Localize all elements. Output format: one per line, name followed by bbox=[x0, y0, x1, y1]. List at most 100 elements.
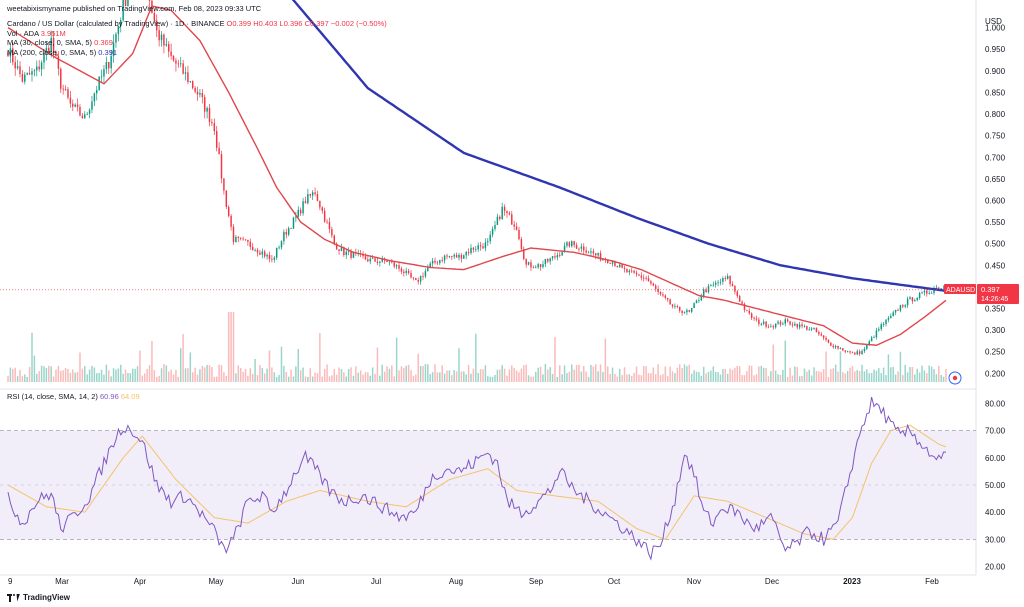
candle-body bbox=[417, 280, 419, 282]
candle-body bbox=[422, 275, 424, 277]
candle-body bbox=[527, 262, 530, 265]
candle-body bbox=[393, 262, 395, 267]
volume-bar bbox=[163, 364, 165, 382]
symbol-title[interactable]: Cardano / US Dollar (calculated by Tradi… bbox=[7, 19, 225, 28]
volume-bar bbox=[513, 367, 515, 382]
candle-body bbox=[789, 321, 791, 325]
candle-body bbox=[225, 190, 228, 207]
volume-bar bbox=[187, 368, 189, 382]
volume-bar bbox=[892, 367, 894, 382]
ohlc-close: C0.397 bbox=[304, 19, 329, 28]
candle-body bbox=[415, 278, 417, 281]
volume-bar bbox=[770, 371, 772, 382]
candle-body bbox=[381, 258, 383, 262]
volume-bar bbox=[141, 375, 144, 382]
candle-body bbox=[434, 260, 436, 263]
price-axis-unit: USD bbox=[985, 17, 1002, 26]
time-tick-label: 2023 bbox=[843, 577, 861, 586]
candle-body bbox=[511, 214, 513, 225]
rsi-tick-label: 40.00 bbox=[985, 508, 1006, 517]
volume-bar bbox=[784, 340, 787, 382]
candle-body bbox=[458, 254, 460, 258]
volume-bar bbox=[331, 375, 333, 382]
volume-bar bbox=[669, 366, 671, 382]
candle-body bbox=[760, 323, 763, 325]
rsi-label[interactable]: RSI (14, close, SMA, 14, 2) bbox=[7, 392, 98, 401]
price-tick-label: 0.600 bbox=[985, 196, 1006, 205]
candle-body bbox=[86, 113, 88, 115]
volume-bar bbox=[916, 368, 918, 382]
candle-body bbox=[328, 222, 331, 230]
candle-body bbox=[76, 104, 79, 107]
volume-bar bbox=[345, 376, 347, 382]
volume-bar bbox=[453, 370, 455, 382]
volume-value: 3.951M bbox=[40, 28, 66, 38]
footer-brand[interactable]: TradingView bbox=[7, 593, 70, 602]
candle-body bbox=[784, 319, 787, 324]
volume-bar bbox=[122, 373, 124, 382]
volume-bar bbox=[391, 365, 393, 382]
volume-bar bbox=[160, 368, 163, 382]
candle-body bbox=[297, 209, 300, 217]
ma30-label[interactable]: MA (30, close, 0, SMA, 5) bbox=[7, 38, 93, 48]
candle-body bbox=[892, 312, 894, 317]
volume-bar bbox=[940, 375, 942, 382]
publisher-line: weetabixismyname published on TradingVie… bbox=[7, 4, 262, 13]
candle-body bbox=[810, 328, 813, 330]
volume-bar bbox=[496, 369, 499, 382]
volume-bar bbox=[369, 375, 371, 382]
candle-body bbox=[914, 300, 916, 302]
volume-bar bbox=[194, 367, 196, 382]
candle-body bbox=[539, 264, 542, 268]
volume-bar bbox=[227, 312, 230, 382]
candle-body bbox=[626, 268, 628, 273]
last-price-badge: ADAUSD 0.397 14:26:45 bbox=[944, 284, 1019, 304]
candle-body bbox=[674, 306, 676, 307]
candle-body bbox=[741, 301, 743, 304]
candle-body bbox=[818, 332, 820, 335]
candle-body bbox=[722, 278, 724, 282]
candle-body bbox=[307, 194, 309, 204]
volume-bar bbox=[561, 374, 563, 382]
candle-body bbox=[455, 254, 458, 258]
candle-body bbox=[690, 307, 693, 312]
volume-bar bbox=[698, 372, 700, 382]
volume-bar bbox=[52, 376, 55, 382]
candle-body bbox=[508, 212, 511, 215]
candle-body bbox=[424, 271, 427, 277]
volume-bar bbox=[921, 365, 923, 382]
volume-bar bbox=[731, 369, 734, 382]
candle-body bbox=[568, 242, 571, 247]
candle-body bbox=[844, 350, 846, 352]
volume-bar bbox=[357, 372, 359, 382]
volume-bar bbox=[628, 374, 631, 382]
candle-body bbox=[477, 245, 479, 250]
volume-bar bbox=[143, 373, 146, 382]
volume-bar bbox=[189, 352, 192, 382]
volume-bar bbox=[319, 332, 321, 382]
volume-label[interactable]: Vol · ADA bbox=[7, 28, 39, 38]
candle-body bbox=[815, 328, 818, 333]
volume-bar bbox=[100, 369, 103, 382]
candle-body bbox=[755, 318, 758, 320]
volume-bar bbox=[364, 372, 367, 382]
volume-bar bbox=[902, 375, 904, 382]
candle-body bbox=[729, 275, 731, 285]
volume-bar bbox=[806, 371, 808, 382]
scale-settings-icon[interactable] bbox=[948, 371, 962, 385]
volume-bar bbox=[772, 344, 775, 382]
candle-body bbox=[429, 263, 431, 268]
volume-bar bbox=[472, 368, 475, 382]
volume-bar bbox=[244, 368, 247, 382]
volume-bar bbox=[400, 366, 403, 382]
candle-body bbox=[266, 254, 268, 257]
candle-body bbox=[597, 253, 599, 256]
rsi-line bbox=[7, 396, 947, 561]
volume-bar bbox=[148, 365, 151, 382]
candle-body bbox=[57, 56, 60, 69]
price-tick-label: 0.200 bbox=[985, 369, 1006, 378]
volume-bar bbox=[911, 367, 914, 382]
candle-body bbox=[590, 251, 592, 253]
ma200-label[interactable]: MA (200, close, 0, SMA, 5) bbox=[7, 47, 97, 57]
